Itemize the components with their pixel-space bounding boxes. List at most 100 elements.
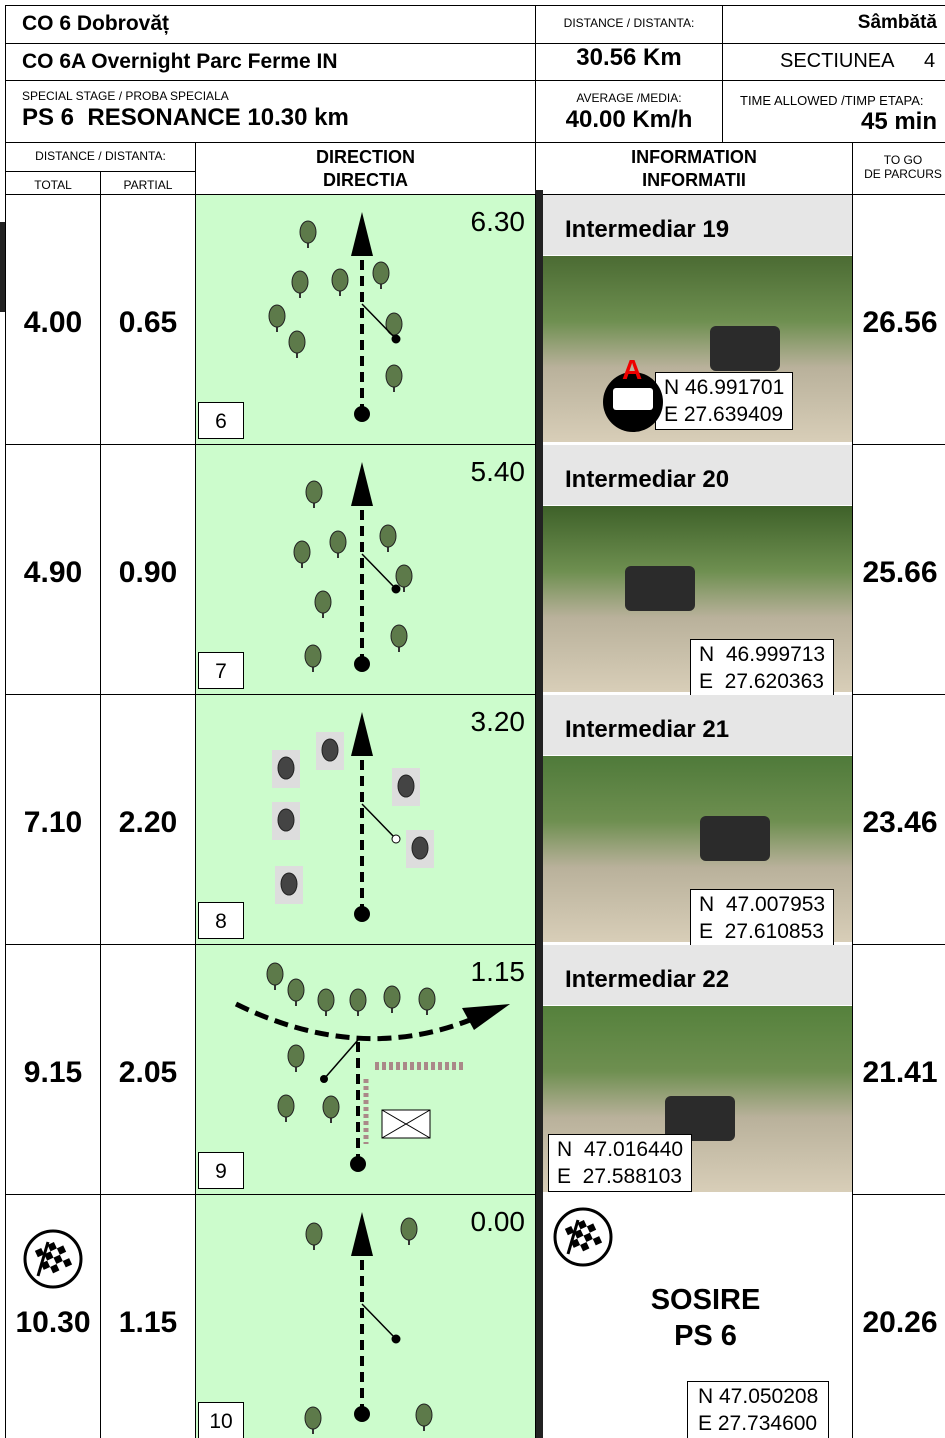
flag-square xyxy=(564,1225,575,1236)
box-number: 6 xyxy=(198,402,244,439)
coord-lon: E 27.639409 xyxy=(664,403,784,426)
flag-pole xyxy=(566,1219,580,1255)
to-go: 21.41 xyxy=(862,1056,938,1089)
flag-pole xyxy=(36,1241,50,1277)
cell xyxy=(852,1194,945,1438)
box-number: 7 xyxy=(198,652,244,689)
section-label: SECTIUNEA xyxy=(780,50,895,72)
flag-square xyxy=(34,1247,45,1258)
total: 9.15 xyxy=(23,1056,83,1089)
co-title: CO 6 Dobrovăț xyxy=(22,12,170,35)
distance-cap: 1.15 xyxy=(470,956,526,987)
total: 10.30 xyxy=(15,1306,91,1339)
flag-square xyxy=(56,1245,67,1255)
marker: A xyxy=(622,354,643,385)
distance-cap: 3.20 xyxy=(470,706,526,737)
distance-cap: 5.40 xyxy=(470,456,526,487)
distance-cap: 0.00 xyxy=(470,1206,526,1237)
coords-box: N 46.999713 E 27.620363 xyxy=(690,639,835,697)
coord-lon: E 27.610853 xyxy=(699,920,824,943)
info-title-band xyxy=(543,945,852,1005)
average-value: 40.00 Km/h xyxy=(565,106,693,133)
information-header: INFORMATION xyxy=(631,147,757,167)
partial: 1.15 xyxy=(118,1306,178,1339)
coord-lat: N 47.016440 xyxy=(557,1138,684,1161)
flag-square xyxy=(574,1229,584,1239)
stage-label: SPECIAL STAGE / PROBA SPECIALA xyxy=(22,89,229,103)
to-go-header: TO GO xyxy=(883,153,923,167)
distance-cap: 6.30 xyxy=(470,206,526,237)
stage-name: PS 6 RESONANCE 10.30 km xyxy=(22,104,349,131)
flag-square xyxy=(47,1242,57,1252)
flag-square xyxy=(62,1258,73,1268)
coords-box: N 47.016440 E 27.588103 xyxy=(548,1134,693,1192)
coord-lon: E 27.620363 xyxy=(699,670,824,693)
to-go: 23.46 xyxy=(862,806,938,839)
distance-header: DISTANCE / DISTANTA: xyxy=(35,149,166,163)
info-title: Intermediar 21 xyxy=(565,716,730,743)
box-number: 10 xyxy=(198,1402,244,1438)
coord-lon: E 27.588103 xyxy=(557,1165,682,1188)
day: Sâmbătă xyxy=(857,12,937,33)
partial: 2.20 xyxy=(118,806,178,839)
total-header: TOTAL xyxy=(34,178,72,192)
info-title-band xyxy=(543,195,852,255)
time-value: 45 min xyxy=(860,108,937,135)
ambulance-body xyxy=(613,388,653,410)
flag-square xyxy=(586,1223,597,1233)
to-go: 26.56 xyxy=(862,306,938,339)
co-subtitle: CO 6A Overnight Parc Ferme IN xyxy=(22,50,338,73)
edge-mark xyxy=(0,222,5,312)
coords-box: N 47.007953 E 27.610853 xyxy=(690,889,835,947)
coords-box: N 47.050208 E 27.734600 xyxy=(687,1381,830,1438)
total: 4.90 xyxy=(23,556,83,589)
flag-square xyxy=(580,1242,590,1252)
partial: 0.90 xyxy=(118,556,178,589)
flag-square xyxy=(44,1251,54,1261)
flag-square xyxy=(577,1220,587,1230)
finish-flag-icon xyxy=(23,1229,83,1289)
section-number: 4 xyxy=(924,50,936,72)
finish-flag-icon xyxy=(553,1207,613,1267)
finish-title: SOSIRE xyxy=(650,1284,761,1316)
information-header: INFORMATII xyxy=(642,170,746,190)
coord-lat: N 46.999713 xyxy=(699,643,826,666)
distance-value: 30.56 Km xyxy=(576,44,682,71)
vehicle xyxy=(710,326,780,371)
vehicle xyxy=(625,566,695,611)
to-go: 20.26 xyxy=(862,1306,938,1339)
to-go-header: DE PARCURS xyxy=(864,167,942,181)
flag-square xyxy=(583,1232,593,1243)
box-number: 9 xyxy=(198,1152,244,1189)
partial: 2.05 xyxy=(118,1056,178,1089)
vehicle xyxy=(665,1096,735,1141)
time-label: TIME ALLOWED /TIMP ETAPA: xyxy=(740,93,924,108)
flag-square xyxy=(53,1254,63,1265)
coord-lat: N 47.007953 xyxy=(699,893,826,916)
direction-header: DIRECTION xyxy=(316,147,415,167)
partial: 0.65 xyxy=(118,306,178,339)
flag-square xyxy=(592,1236,603,1246)
info-title: Intermediar 22 xyxy=(565,966,730,993)
average-label: AVERAGE /MEDIA: xyxy=(576,91,682,105)
partial-header: PARTIAL xyxy=(123,178,173,192)
distance-label: DISTANCE / DISTANTA: xyxy=(563,16,695,30)
to-go: 25.66 xyxy=(862,556,938,589)
separator-bar xyxy=(535,190,543,1438)
total: 4.00 xyxy=(23,306,83,339)
direction-header: DIRECTIA xyxy=(323,170,408,190)
total: 7.10 xyxy=(23,806,83,839)
info-title: Intermediar 20 xyxy=(565,466,730,493)
coord-lat: N 46.991701 xyxy=(664,376,785,399)
icon-ring xyxy=(553,1207,613,1267)
coord-lon: E 27.734600 xyxy=(698,1412,818,1435)
coords-box: N 46.991701 E 27.639409 xyxy=(655,372,794,430)
vehicle xyxy=(700,816,770,861)
info-title: Intermediar 19 xyxy=(565,216,730,243)
flag-square xyxy=(50,1264,60,1274)
box-number: 8 xyxy=(198,902,244,939)
info-title-band xyxy=(543,445,852,505)
coord-lat: N 47.050208 xyxy=(698,1385,819,1408)
info-title-band xyxy=(543,695,852,755)
